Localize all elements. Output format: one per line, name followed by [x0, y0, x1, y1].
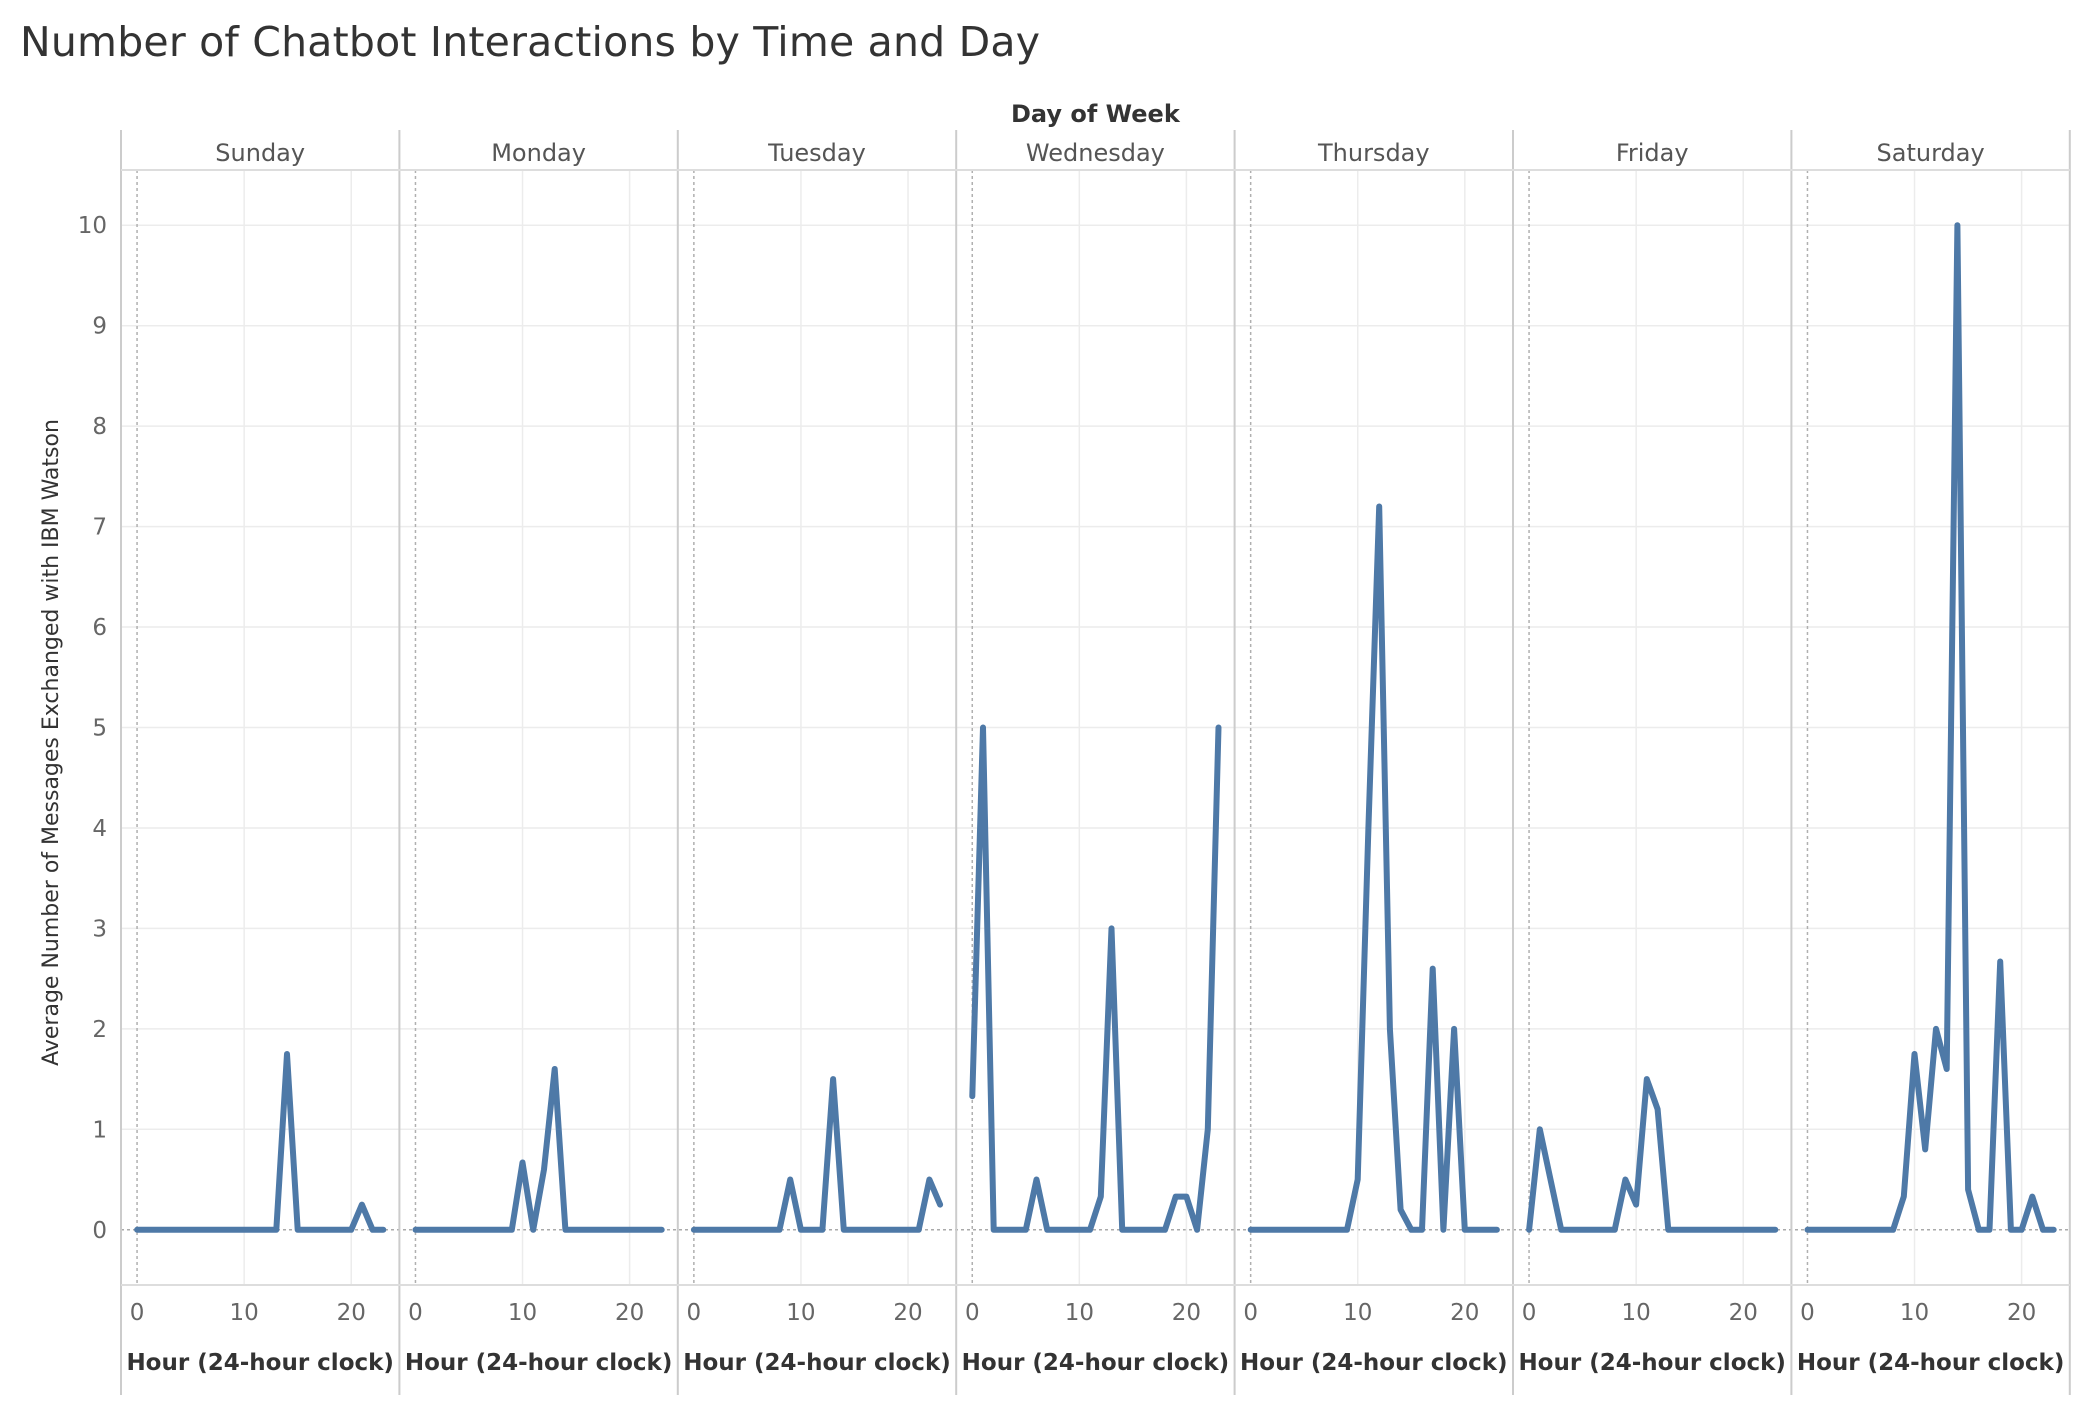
- panel-header-wednesday: Wednesday: [1026, 139, 1165, 167]
- x-axis-title: Hour (24-hour clock): [683, 1350, 951, 1376]
- gridlines: [121, 170, 2070, 1285]
- y-tick-label: 5: [92, 716, 107, 742]
- x-tick-label: 20: [615, 1300, 644, 1326]
- x-tick-label: 0: [1800, 1300, 1815, 1326]
- series-line-sunday: [134, 1051, 387, 1233]
- y-tick-label: 8: [92, 414, 107, 440]
- x-axis-title: Hour (24-hour clock): [1518, 1350, 1786, 1376]
- x-axis-title: Hour (24-hour clock): [962, 1350, 1230, 1376]
- x-tick-label: 10: [1900, 1300, 1929, 1326]
- x-tick-label: 10: [1065, 1300, 1094, 1326]
- x-tick-label: 10: [229, 1300, 258, 1326]
- series-line-wednesday: [969, 724, 1222, 1233]
- panel-header-saturday: Saturday: [1877, 139, 1985, 167]
- series-lines: [134, 222, 2057, 1233]
- x-tick-label: 20: [337, 1300, 366, 1326]
- series-line-thursday: [1247, 503, 1500, 1233]
- chart-title: Number of Chatbot Interactions by Time a…: [20, 18, 1041, 66]
- x-tick-label: 0: [408, 1300, 423, 1326]
- x-axis-title: Hour (24-hour clock): [1240, 1350, 1508, 1376]
- series-line-tuesday: [690, 1076, 944, 1233]
- y-tick-label: 9: [92, 314, 107, 340]
- series-line-friday: [1526, 1076, 1779, 1233]
- x-tick-label: 0: [1243, 1300, 1258, 1326]
- y-tick-label: 6: [92, 615, 107, 641]
- x-axis-title: Hour (24-hour clock): [1797, 1350, 2065, 1376]
- panel-header-tuesday: Tuesday: [767, 139, 866, 167]
- x-tick-label: 20: [1450, 1300, 1479, 1326]
- y-tick-label: 0: [92, 1218, 107, 1244]
- y-tick-label: 1: [92, 1117, 107, 1143]
- column-header: Day of Week: [1011, 100, 1181, 128]
- y-tick-label: 4: [92, 816, 107, 842]
- x-tick-label: 0: [130, 1300, 145, 1326]
- x-tick-label: 0: [965, 1300, 980, 1326]
- x-tick-label: 10: [1621, 1300, 1650, 1326]
- panel-frames: [120, 130, 2071, 1395]
- y-tick-label: 10: [78, 213, 107, 239]
- x-tick-label: 20: [2007, 1300, 2036, 1326]
- panel-header-sunday: Sunday: [215, 139, 305, 167]
- y-tick-label: 2: [92, 1017, 107, 1043]
- x-tick-label: 0: [1522, 1300, 1537, 1326]
- y-tick-label: 3: [92, 916, 107, 942]
- x-tick-label: 10: [508, 1300, 537, 1326]
- y-tick-label: 7: [92, 515, 107, 541]
- x-tick-label: 0: [687, 1300, 702, 1326]
- series-line-monday: [412, 1066, 665, 1233]
- series-line-saturday: [1804, 222, 2057, 1233]
- x-axis-title: Hour (24-hour clock): [405, 1350, 673, 1376]
- x-tick-label: 20: [1172, 1300, 1201, 1326]
- x-tick-label: 10: [1343, 1300, 1372, 1326]
- panel-header-thursday: Thursday: [1317, 139, 1430, 167]
- x-tick-label: 20: [1729, 1300, 1758, 1326]
- x-tick-label: 10: [786, 1300, 815, 1326]
- y-axis-title: Average Number of Messages Exchanged wit…: [39, 419, 64, 1066]
- panel-header-friday: Friday: [1616, 139, 1689, 167]
- panel-header-monday: Monday: [491, 139, 586, 167]
- x-axis-title: Hour (24-hour clock): [126, 1350, 394, 1376]
- x-tick-label: 20: [893, 1300, 922, 1326]
